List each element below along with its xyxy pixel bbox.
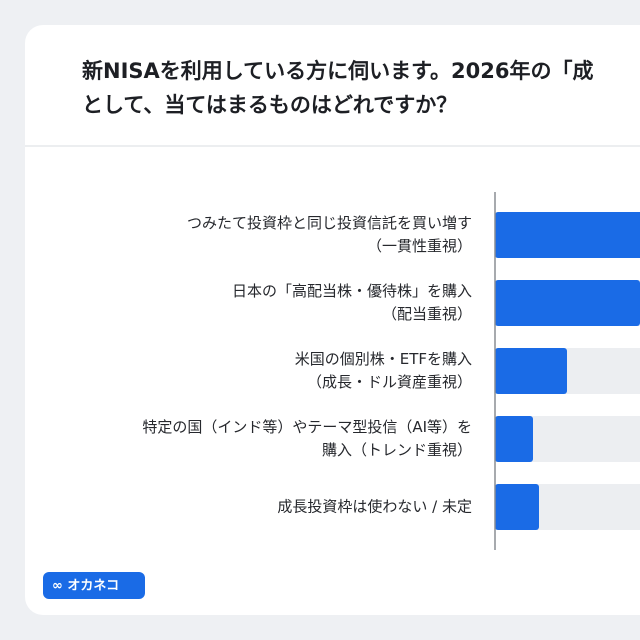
y-tick-label: 日本の「高配当株・優待株」を購入 <box>232 282 472 300</box>
brand-text: ∞ オカネコ <box>52 579 119 594</box>
bar <box>495 280 640 326</box>
bar <box>495 484 539 530</box>
chart-title: 新NISAを利用している方に伺います。2026年の「成 <box>82 59 593 83</box>
y-tick-label: つみたて投資枠と同じ投資信託を買い増す <box>187 214 472 232</box>
card <box>25 25 640 615</box>
y-tick-label: （成長・ドル資産重視） <box>307 373 472 391</box>
y-tick-label: （一貫性重視） <box>367 237 472 255</box>
y-tick-label: （配当重視） <box>382 305 472 323</box>
y-tick-label: 成長投資枠は使わない / 未定 <box>277 498 472 516</box>
brand-logo <box>43 572 145 599</box>
bar <box>495 212 640 258</box>
chart-title: として、当てはまるものはどれですか？ <box>82 93 457 117</box>
bar <box>495 348 567 394</box>
y-tick-label: 米国の個別株・ETFを購入 <box>295 350 472 368</box>
y-tick-label: 購入（トレンド重視） <box>322 441 472 459</box>
y-tick-label: 特定の国（インド等）やテーマ型投信（AI等）を <box>142 418 472 436</box>
bar <box>495 416 533 462</box>
